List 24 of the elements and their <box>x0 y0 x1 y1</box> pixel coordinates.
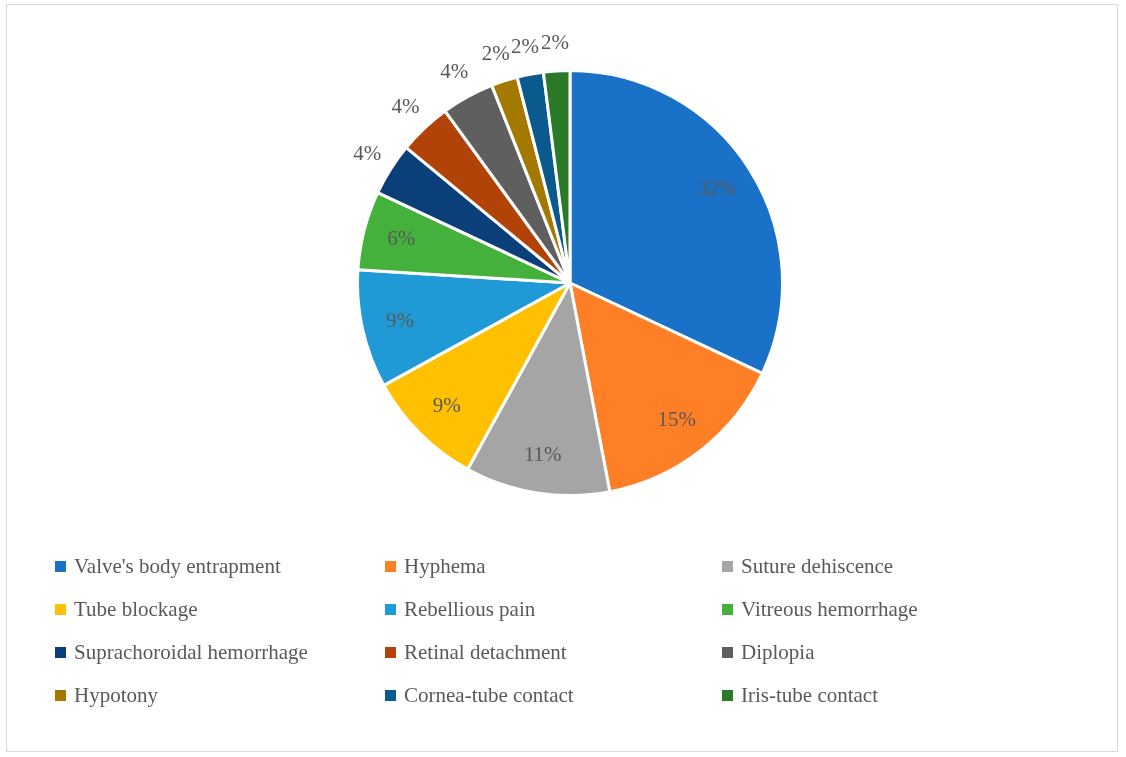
legend-label: Hyphema <box>404 553 486 579</box>
legend-label: Rebellious pain <box>404 596 536 622</box>
data-label: 4% <box>391 94 420 119</box>
data-label: 15% <box>657 407 697 432</box>
legend-label: Hypotony <box>74 682 158 708</box>
data-label: 4% <box>353 140 382 165</box>
data-label: 2% <box>511 33 540 58</box>
data-label: 9% <box>385 307 414 332</box>
legend-label: Iris-tube contact <box>741 682 879 708</box>
legend-label: Tube blockage <box>74 596 198 622</box>
data-label: 6% <box>387 226 416 251</box>
data-label: 4% <box>440 59 469 84</box>
data-label: 32% <box>697 176 737 201</box>
data-label: 11% <box>523 441 562 466</box>
legend-label: Suprachoroidal hemorrhage <box>74 639 308 665</box>
data-label: 2% <box>481 41 510 66</box>
legend-label: Cornea-tube contact <box>404 682 574 708</box>
legend-label: Valve's body entrapment <box>74 553 281 579</box>
data-label: 2% <box>540 29 569 54</box>
data-label: 9% <box>432 392 461 417</box>
legend-label: Retinal detachment <box>404 639 567 665</box>
legend-label: Diplopia <box>741 639 815 665</box>
legend-label: Vitreous hemorrhage <box>741 596 918 622</box>
legend-label: Suture dehiscence <box>741 553 894 579</box>
